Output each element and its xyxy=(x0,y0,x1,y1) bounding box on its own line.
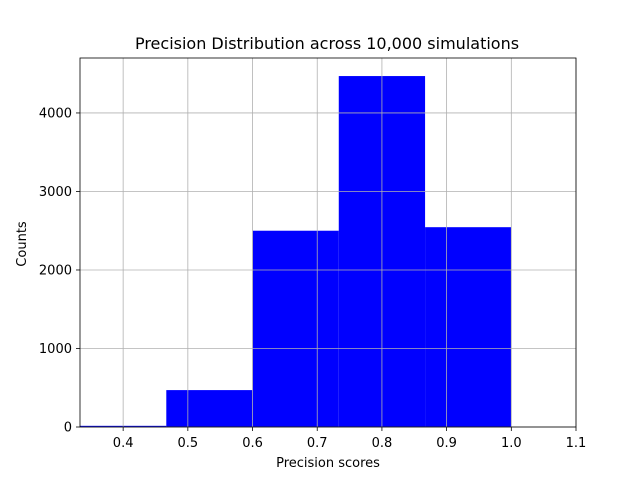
x-tick-label-3: 0.7 xyxy=(307,436,328,451)
y-tick-label-1: 1000 xyxy=(39,342,72,357)
y-axis-title: Counts xyxy=(15,221,30,267)
x-tick-label-5: 0.9 xyxy=(436,436,457,451)
x-tick-label-4: 0.8 xyxy=(372,436,393,451)
x-ticks: 0.4 0.5 0.6 0.7 0.8 0.9 1.0 1.1 xyxy=(113,427,587,451)
y-ticks: 0 1000 2000 3000 4000 xyxy=(39,106,80,436)
histogram-bar-1 xyxy=(166,390,253,427)
chart-title: Precision Distribution across 10,000 sim… xyxy=(135,34,519,53)
y-tick-label-0: 0 xyxy=(64,421,72,436)
histogram-bar-2 xyxy=(252,230,339,427)
x-axis-title: Precision scores xyxy=(276,456,380,471)
y-tick-label-2: 2000 xyxy=(39,263,72,278)
histogram-bar-4 xyxy=(425,227,512,427)
y-tick-label-3: 3000 xyxy=(39,185,72,200)
bars-group xyxy=(80,76,512,428)
x-tick-label-1: 0.5 xyxy=(177,436,198,451)
y-tick-label-4: 4000 xyxy=(39,106,72,121)
x-tick-label-7: 1.1 xyxy=(566,436,587,451)
plot-frame xyxy=(79,57,577,428)
x-tick-label-2: 0.6 xyxy=(242,436,263,451)
axes-frame xyxy=(79,57,577,428)
x-tick-label-0: 0.4 xyxy=(113,436,134,451)
x-tick-label-6: 1.0 xyxy=(501,436,522,451)
